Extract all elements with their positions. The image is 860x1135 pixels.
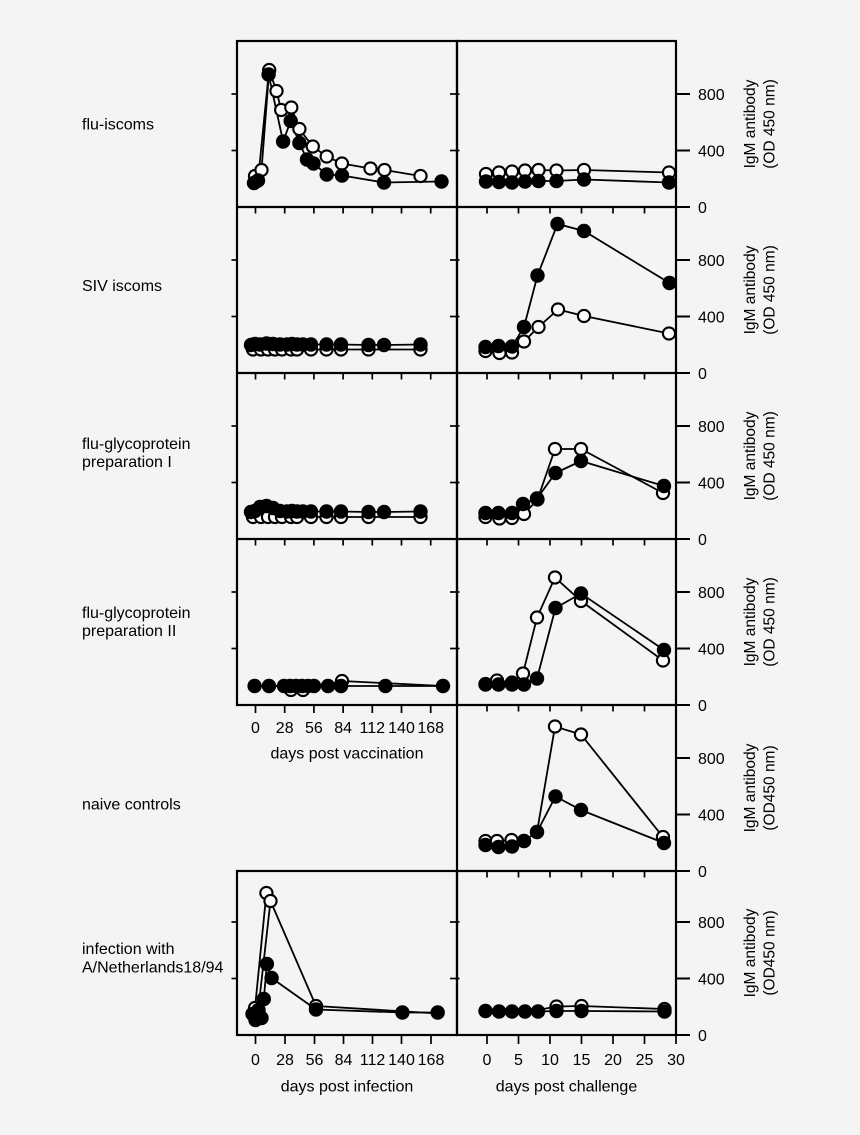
svg-text:days post vaccination: days post vaccination bbox=[271, 746, 424, 763]
svg-text:A/Netherlands18/94: A/Netherlands18/94 bbox=[82, 960, 224, 977]
svg-text:preparation I: preparation I bbox=[82, 454, 172, 471]
svg-text:(OD450 nm): (OD450 nm) bbox=[762, 745, 779, 830]
svg-text:168: 168 bbox=[417, 720, 444, 737]
svg-text:28: 28 bbox=[276, 1052, 294, 1069]
svg-text:56: 56 bbox=[305, 720, 323, 737]
svg-text:0: 0 bbox=[698, 200, 707, 217]
svg-text:infection with: infection with bbox=[82, 941, 175, 958]
svg-text:IgM antibody: IgM antibody bbox=[742, 79, 759, 168]
svg-text:400: 400 bbox=[698, 309, 725, 326]
svg-text:140: 140 bbox=[388, 720, 415, 737]
svg-text:(OD 450 nm): (OD 450 nm) bbox=[762, 79, 779, 169]
svg-text:(OD450 nm): (OD450 nm) bbox=[762, 910, 779, 995]
svg-text:0: 0 bbox=[483, 1052, 492, 1069]
svg-text:56: 56 bbox=[306, 1052, 324, 1069]
svg-text:flu-glycoprotein: flu-glycoprotein bbox=[82, 605, 191, 622]
svg-text:800: 800 bbox=[698, 253, 725, 270]
svg-text:IgM antibody: IgM antibody bbox=[742, 908, 759, 997]
svg-text:naive controls: naive controls bbox=[82, 797, 181, 814]
svg-text:IgM antibody: IgM antibody bbox=[742, 577, 759, 666]
svg-text:days post infection: days post infection bbox=[281, 1079, 414, 1096]
svg-text:flu-glycoprotein: flu-glycoprotein bbox=[82, 436, 191, 453]
svg-text:25: 25 bbox=[636, 1052, 654, 1069]
svg-text:IgM antibody: IgM antibody bbox=[742, 245, 759, 334]
svg-text:20: 20 bbox=[604, 1052, 622, 1069]
svg-text:0: 0 bbox=[251, 1052, 260, 1069]
svg-text:400: 400 bbox=[698, 641, 725, 658]
svg-text:15: 15 bbox=[573, 1052, 591, 1069]
svg-text:(OD 450 nm): (OD 450 nm) bbox=[762, 577, 779, 667]
svg-text:5: 5 bbox=[514, 1052, 523, 1069]
svg-text:30: 30 bbox=[667, 1052, 685, 1069]
svg-text:84: 84 bbox=[335, 1052, 353, 1069]
svg-text:140: 140 bbox=[388, 1052, 415, 1069]
svg-text:10: 10 bbox=[541, 1052, 559, 1069]
svg-text:days post challenge: days post challenge bbox=[496, 1079, 638, 1096]
svg-text:800: 800 bbox=[698, 87, 725, 104]
svg-text:(OD 450 nm): (OD 450 nm) bbox=[762, 245, 779, 335]
svg-text:preparation II: preparation II bbox=[82, 623, 176, 640]
svg-text:112: 112 bbox=[360, 1052, 386, 1069]
svg-text:IgM antibody: IgM antibody bbox=[742, 411, 759, 500]
svg-text:800: 800 bbox=[698, 419, 725, 436]
svg-text:168: 168 bbox=[418, 1052, 445, 1069]
svg-text:28: 28 bbox=[276, 720, 294, 737]
svg-text:800: 800 bbox=[698, 915, 725, 932]
svg-text:400: 400 bbox=[698, 807, 725, 824]
svg-text:flu-iscoms: flu-iscoms bbox=[82, 117, 154, 134]
svg-text:0: 0 bbox=[698, 698, 707, 715]
svg-text:0: 0 bbox=[698, 532, 707, 549]
svg-text:IgM antibody: IgM antibody bbox=[742, 743, 759, 832]
svg-text:800: 800 bbox=[698, 585, 725, 602]
svg-text:SIV iscoms: SIV iscoms bbox=[82, 278, 162, 295]
svg-text:800: 800 bbox=[698, 751, 725, 768]
svg-text:400: 400 bbox=[698, 971, 725, 988]
svg-text:(OD 450 nm): (OD 450 nm) bbox=[762, 411, 779, 501]
svg-text:400: 400 bbox=[698, 143, 725, 160]
svg-text:112: 112 bbox=[360, 720, 386, 737]
svg-text:84: 84 bbox=[334, 720, 352, 737]
svg-text:0: 0 bbox=[251, 720, 260, 737]
svg-text:0: 0 bbox=[698, 366, 707, 383]
svg-text:400: 400 bbox=[698, 475, 725, 492]
svg-text:0: 0 bbox=[698, 864, 707, 881]
svg-text:0: 0 bbox=[698, 1028, 707, 1045]
